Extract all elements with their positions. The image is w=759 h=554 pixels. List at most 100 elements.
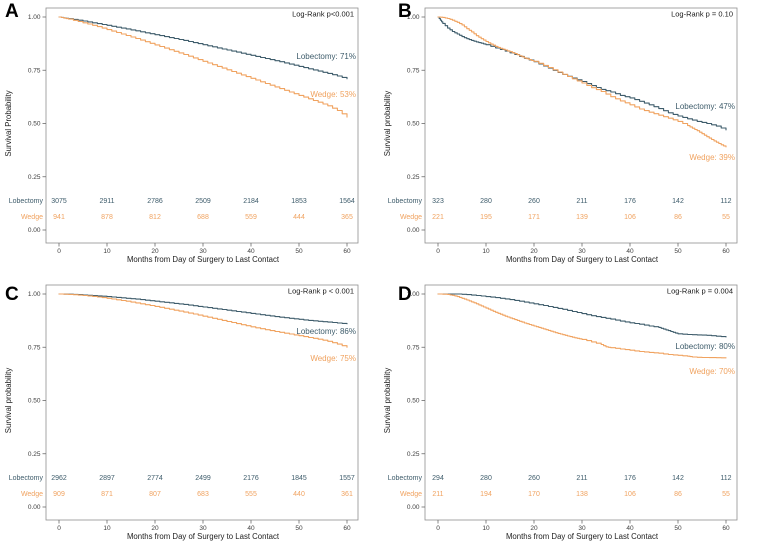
y-tick-label: 0.25 [28, 174, 41, 181]
risk-row-label-wedge: Wedge [21, 214, 43, 221]
risk-count-lobectomy-m50: 142 [672, 475, 684, 482]
y-tick-label: 0.25 [407, 174, 420, 181]
risk-count-lobectomy-m0: 2962 [51, 475, 67, 482]
risk-count-lobectomy-m10: 280 [480, 475, 492, 482]
y-tick-label: 0.25 [407, 451, 420, 458]
risk-count-lobectomy-m60: 112 [720, 198, 731, 205]
series-end-label-wedge: Wedge: 75% [310, 354, 356, 363]
risk-count-wedge-m40: 106 [624, 491, 636, 498]
x-tick-label: 10 [103, 248, 111, 255]
risk-count-wedge-m40: 106 [624, 214, 636, 221]
panel-letter-a: A [5, 1, 20, 22]
risk-row-label-lobectomy: Lobectomy [9, 198, 44, 205]
x-axis-title: Months from Day of Surgery to Last Conta… [506, 255, 659, 264]
km-curve-wedge [58, 16, 348, 118]
risk-count-wedge-m60: 365 [341, 214, 353, 221]
x-tick-label: 40 [626, 525, 634, 532]
km-curve-lobectomy [58, 16, 348, 80]
risk-count-lobectomy-m30: 211 [576, 475, 587, 482]
x-tick-label: 20 [530, 525, 538, 532]
x-axis-title: Months from Day of Surgery to Last Conta… [506, 532, 659, 541]
risk-count-wedge-m50: 444 [293, 214, 305, 221]
x-tick-label: 60 [722, 248, 730, 255]
risk-count-lobectomy-m50: 142 [672, 198, 684, 205]
x-tick-label: 50 [674, 525, 682, 532]
y-tick-label: 0.25 [28, 451, 41, 458]
x-tick-label: 10 [482, 248, 490, 255]
panel-c: C 1.00 0.75 0.50 0.25 0.00 0 10 20 30 40 50 60 Survi… [0, 277, 380, 554]
risk-count-wedge-m20: 807 [149, 491, 161, 498]
y-tick-label: 0.75 [407, 344, 420, 351]
risk-count-lobectomy-m0: 3075 [51, 198, 67, 205]
risk-count-wedge-m0: 909 [53, 491, 65, 498]
x-tick-label: 40 [247, 525, 255, 532]
y-tick-label: 1.00 [28, 14, 41, 21]
risk-count-wedge-m60: 361 [341, 491, 353, 498]
logrank-pvalue-label: Log-Rank p < 0.001 [288, 287, 354, 296]
risk-count-lobectomy-m60: 1564 [339, 198, 355, 205]
risk-row-label-lobectomy: Lobectomy [388, 475, 423, 482]
x-tick-label: 30 [199, 248, 207, 255]
risk-count-lobectomy-m40: 2176 [243, 475, 259, 482]
risk-count-lobectomy-m10: 2911 [99, 198, 114, 205]
y-axis-title: Survival probability [383, 91, 392, 157]
risk-count-lobectomy-m60: 1557 [339, 475, 355, 482]
x-axis-title: Months from Day of Surgery to Last Conta… [127, 255, 280, 264]
km-curve-wedge [58, 293, 348, 348]
plot-border [424, 7, 738, 244]
risk-count-lobectomy-m50: 1845 [291, 475, 307, 482]
km-chart-a: 1.00 0.75 0.50 0.25 0.00 0 10 20 30 40 50 60 Surviva… [4, 7, 359, 264]
risk-count-wedge-m30: 139 [576, 214, 588, 221]
logrank-pvalue-label: Log-Rank p = 0.10 [671, 10, 733, 19]
x-tick-label: 60 [722, 525, 730, 532]
risk-row-label-wedge: Wedge [400, 214, 422, 221]
km-chart-c: 1.00 0.75 0.50 0.25 0.00 0 10 20 30 40 50 60 Surviva… [4, 284, 359, 541]
risk-count-lobectomy-m10: 2897 [99, 475, 115, 482]
risk-count-wedge-m40: 559 [245, 214, 257, 221]
risk-count-lobectomy-m20: 260 [528, 198, 540, 205]
risk-row-label-wedge: Wedge [400, 491, 422, 498]
risk-count-wedge-m50: 86 [674, 491, 682, 498]
panel-letter-d: D [398, 284, 413, 305]
y-tick-label: 0.00 [28, 504, 41, 511]
y-axis-title: Survival probability [383, 368, 392, 434]
risk-count-lobectomy-m60: 112 [720, 475, 731, 482]
risk-row-label-lobectomy: Lobectomy [9, 475, 44, 482]
x-tick-label: 0 [57, 248, 61, 255]
y-axis-title: Survival probability [4, 368, 13, 434]
risk-count-wedge-m30: 688 [197, 214, 209, 221]
risk-count-lobectomy-m30: 2509 [195, 198, 211, 205]
x-tick-label: 0 [436, 248, 440, 255]
risk-count-lobectomy-m30: 211 [576, 198, 587, 205]
y-tick-label: 0.50 [407, 121, 420, 128]
x-tick-label: 10 [482, 525, 490, 532]
y-tick-label: 0.50 [28, 121, 41, 128]
series-end-label-wedge: Wedge: 39% [689, 153, 735, 162]
x-axis-title: Months from Day of Surgery to Last Conta… [127, 532, 280, 541]
y-tick-label: 0.00 [28, 227, 41, 234]
y-axis-title: Survival Probability [4, 90, 13, 156]
x-tick-label: 50 [674, 248, 682, 255]
panel-letter-b: B [398, 1, 413, 22]
x-tick-label: 30 [199, 525, 207, 532]
risk-count-lobectomy-m50: 1853 [291, 198, 307, 205]
km-curve-wedge [437, 16, 727, 148]
risk-count-wedge-m0: 211 [432, 491, 443, 498]
series-end-label-lobectomy: Lobectomy: 71% [296, 52, 356, 61]
plot-border [45, 284, 359, 521]
risk-count-wedge-m60: 55 [722, 491, 730, 498]
x-tick-label: 0 [57, 525, 61, 532]
x-tick-label: 20 [151, 248, 159, 255]
risk-row-label-wedge: Wedge [21, 491, 43, 498]
x-tick-label: 20 [530, 248, 538, 255]
x-tick-label: 30 [578, 248, 586, 255]
y-tick-label: 0.00 [407, 227, 420, 234]
risk-count-wedge-m0: 941 [53, 214, 65, 221]
series-end-label-wedge: Wedge: 70% [689, 367, 735, 376]
x-tick-label: 0 [436, 525, 440, 532]
series-end-label-lobectomy: Lobectomy: 80% [675, 342, 735, 351]
risk-count-wedge-m10: 871 [101, 491, 113, 498]
series-end-label-lobectomy: Lobectomy: 86% [296, 327, 356, 336]
x-tick-label: 60 [343, 525, 351, 532]
